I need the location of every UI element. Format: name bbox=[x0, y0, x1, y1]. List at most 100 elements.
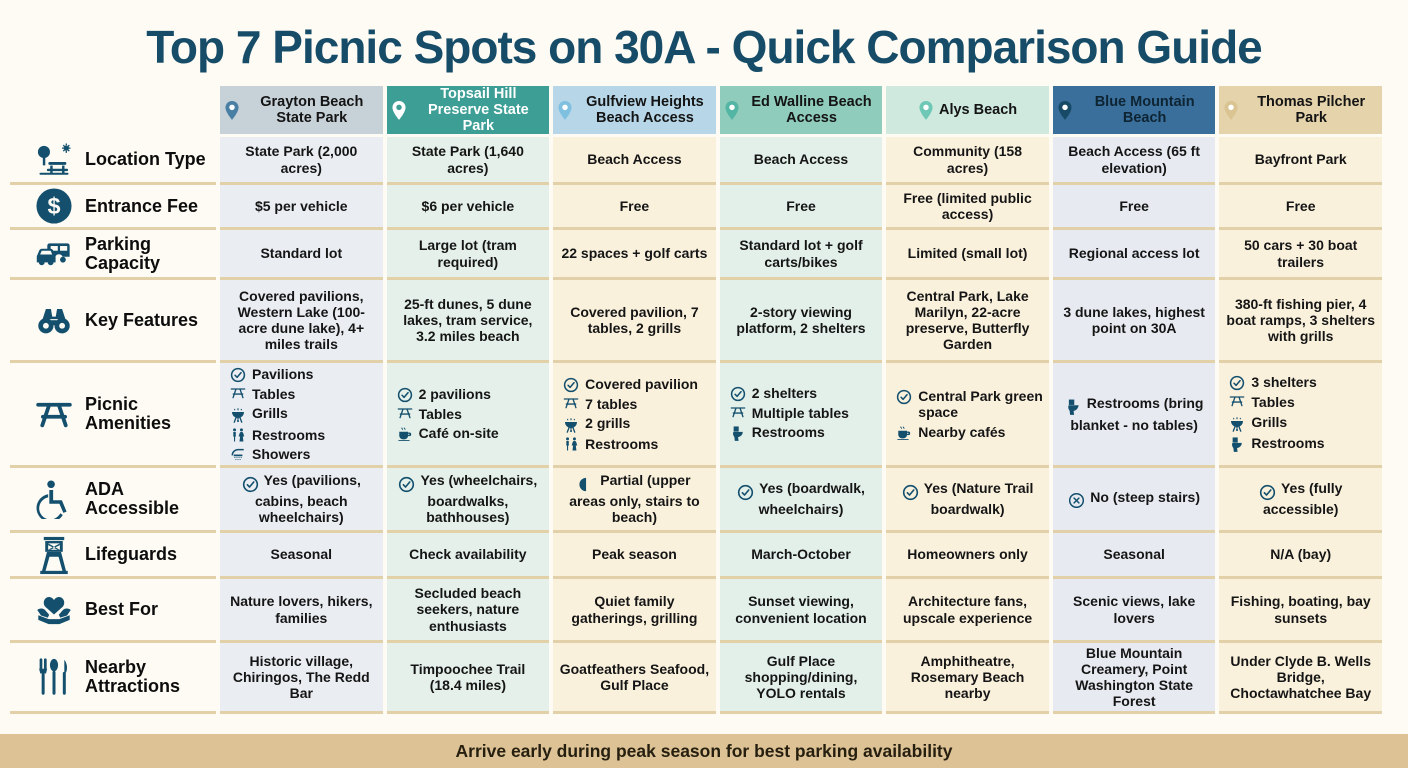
table-cell: $6 per vehicle bbox=[386, 185, 550, 227]
table-cell: Architecture fans, upscale experience bbox=[886, 579, 1049, 640]
column-header-label: Ed Walline Beach Access bbox=[751, 93, 872, 126]
cell-text: Homeowners only bbox=[907, 546, 1028, 563]
check-circle-icon bbox=[242, 475, 259, 493]
table-cell: Yes (wheelchairs, boardwalks, bathhouses… bbox=[386, 468, 550, 530]
cell-text: No (steep stairs) bbox=[1068, 489, 1200, 510]
column-header: Gulfview Heights Beach Access bbox=[553, 86, 716, 134]
table-cell: Central Park, Lake Marilyn, 22-acre pres… bbox=[886, 280, 1049, 360]
table-cell: Secluded beach seekers, nature enthusias… bbox=[386, 579, 550, 640]
column-header: Grayton Beach State Park bbox=[220, 86, 383, 134]
table-icon bbox=[230, 387, 246, 399]
table-cell: Covered pavilion, 7 tables, 2 grills bbox=[553, 280, 716, 360]
amenity-item: Pavilions bbox=[230, 366, 313, 383]
utensils-icon bbox=[32, 657, 76, 698]
amenity-item: Showers bbox=[230, 446, 310, 462]
amenity-item-text: Grills bbox=[252, 405, 288, 422]
map-pin-icon bbox=[724, 100, 740, 121]
cell-text: Covered pavilions, Western Lake (100-acr… bbox=[237, 287, 365, 353]
cell-text: Free bbox=[1285, 197, 1316, 214]
amenity-item: Restrooms bbox=[730, 424, 825, 442]
amenity-list: Covered pavilion 7 tables 2 grills Restroom… bbox=[555, 376, 714, 453]
amenity-item: Restrooms bbox=[230, 427, 325, 443]
row-label-text: Picnic Amenities bbox=[85, 394, 172, 433]
check-circle-icon bbox=[230, 367, 246, 383]
column-header-label: Gulfview Heights Beach Access bbox=[586, 93, 704, 126]
table-icon bbox=[397, 407, 413, 419]
shower-icon bbox=[230, 447, 246, 462]
cell-text: Architecture fans, upscale experience bbox=[902, 593, 1033, 626]
table-cell: Covered pavilions, Western Lake (100-acr… bbox=[220, 280, 383, 360]
table-cell: Limited (small lot) bbox=[886, 230, 1049, 277]
amenity-item-text: Nearby cafés bbox=[918, 423, 1006, 440]
table-cell: Yes (Nature Trail boardwalk) bbox=[886, 468, 1049, 530]
cell-text: Scenic views, lake lovers bbox=[1073, 593, 1196, 626]
amenity-item: 2 pavilions bbox=[397, 386, 491, 403]
cell-text: Yes (fully accessible) bbox=[1225, 480, 1376, 517]
cell-text: Yes (Nature Trail boardwalk) bbox=[892, 480, 1043, 517]
row-label-text: ADA Accessible bbox=[85, 479, 180, 518]
table-cell: No (steep stairs) bbox=[1052, 468, 1216, 530]
amenity-item: 2 shelters bbox=[730, 385, 817, 402]
table-cell: Partial (upper areas only, stairs to bea… bbox=[553, 468, 716, 530]
table-cell: Beach Access bbox=[553, 137, 716, 182]
cell-text: Restrooms (bring blanket - no tables) bbox=[1059, 395, 1210, 433]
vehicles-icon bbox=[32, 240, 76, 267]
table-cell: 3 dune lakes, highest point on 30A bbox=[1052, 280, 1216, 360]
amenity-item-text: Tables bbox=[418, 406, 462, 423]
table-cell: $5 per vehicle bbox=[220, 185, 383, 227]
cell-text: $5 per vehicle bbox=[254, 197, 348, 214]
restroom-icon bbox=[230, 427, 246, 443]
toilet-icon bbox=[1065, 398, 1082, 417]
cell-text: 22 spaces + golf carts bbox=[561, 245, 708, 262]
cell-text: Free bbox=[619, 197, 650, 214]
table-cell: 50 cars + 30 boat trailers bbox=[1219, 230, 1382, 277]
table-cell: Timpoochee Trail (18.4 miles) bbox=[386, 643, 550, 711]
amenity-item-text: Pavilions bbox=[252, 365, 314, 382]
column-header: Thomas Pilcher Park bbox=[1219, 86, 1382, 134]
amenity-item-text: Restrooms bbox=[751, 424, 825, 441]
table-cell: 3 shelters Tables Grills Restrooms bbox=[1219, 363, 1382, 465]
table-cell: Standard lot + golf carts/bikes bbox=[719, 230, 883, 277]
table-cell: Yes (pavilions, cabins, beach wheelchair… bbox=[220, 468, 383, 530]
amenity-item: 2 grills bbox=[563, 415, 630, 433]
amenity-item: Covered pavilion bbox=[563, 376, 698, 393]
row-label: Key Features bbox=[10, 280, 216, 360]
amenity-item-text: Showers bbox=[252, 445, 311, 462]
toilet-icon bbox=[1229, 436, 1245, 453]
table-cell: Central Park green space Nearby cafés bbox=[886, 363, 1049, 465]
cell-text: State Park (1,640 acres) bbox=[411, 143, 524, 176]
check-circle-icon bbox=[398, 475, 415, 493]
table-icon bbox=[730, 406, 746, 418]
cell-text: Fishing, boating, bay sunsets bbox=[1230, 593, 1371, 626]
column-header: Blue Mountain Beach bbox=[1052, 86, 1216, 134]
table-cell: Blue Mountain Creamery, Point Washington… bbox=[1052, 643, 1216, 711]
row-label-text: Nearby Attractions bbox=[85, 657, 181, 696]
table-cell: Free bbox=[719, 185, 883, 227]
table-cell: Beach Access bbox=[719, 137, 883, 182]
column-header: Alys Beach bbox=[886, 86, 1049, 134]
amenity-item-text: Central Park green space bbox=[918, 388, 1043, 421]
cell-text: Beach Access (65 ft elevation) bbox=[1068, 143, 1201, 176]
cell-text: Beach Access bbox=[587, 151, 682, 168]
cell-text: Seasonal bbox=[1103, 546, 1165, 563]
picnic-table-icon bbox=[32, 400, 76, 429]
table-cell: Goatfeathers Seafood, Gulf Place bbox=[553, 643, 716, 711]
cell-text: Regional access lot bbox=[1068, 245, 1200, 262]
check-circle-icon bbox=[563, 377, 579, 393]
check-circle-icon bbox=[896, 389, 912, 405]
page-title: Top 7 Picnic Spots on 30A - Quick Compar… bbox=[146, 21, 1263, 73]
binoculars-icon bbox=[32, 305, 76, 335]
table-cell: Covered pavilion 7 tables 2 grills Restroom… bbox=[553, 363, 716, 465]
amenity-item: Tables bbox=[230, 386, 295, 402]
amenity-item-text: Tables bbox=[252, 385, 296, 402]
table-cell: State Park (2,000 acres) bbox=[220, 137, 383, 182]
table-cell: Gulf Place shopping/dining, YOLO rentals bbox=[719, 643, 883, 711]
table-cell: Beach Access (65 ft elevation) bbox=[1052, 137, 1216, 182]
cell-text: Blue Mountain Creamery, Point Washington… bbox=[1075, 644, 1193, 710]
amenity-item-text: Restrooms bbox=[585, 436, 659, 453]
amenity-item-text: Restrooms bbox=[252, 426, 326, 443]
table-cell: N/A (bay) bbox=[1219, 533, 1382, 576]
cell-text: Standard lot bbox=[260, 245, 343, 262]
row-label: Best For bbox=[10, 579, 216, 640]
row-label-text: Parking Capacity bbox=[85, 233, 161, 273]
